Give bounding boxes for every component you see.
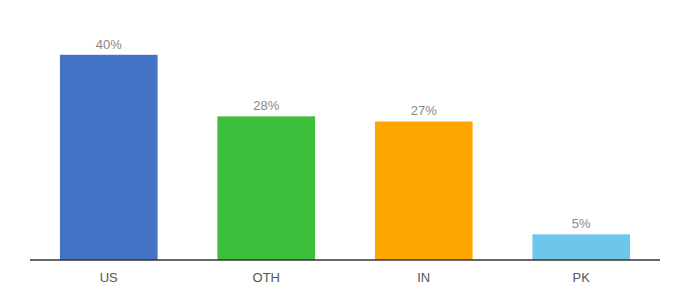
- data-label: 40%: [96, 37, 122, 52]
- data-label: 28%: [253, 98, 279, 113]
- x-tick-label: IN: [417, 270, 430, 285]
- data-label: 5%: [572, 216, 591, 231]
- x-axis-line: [30, 259, 660, 261]
- chart-container: 40% 28% 27% 5% US OTH IN PK: [0, 0, 680, 300]
- bar: [217, 116, 315, 260]
- x-axis: US OTH IN PK: [30, 260, 660, 285]
- x-tick-label: US: [100, 270, 118, 285]
- bars: [60, 55, 630, 260]
- bar: [375, 121, 473, 260]
- x-tick-label: PK: [573, 270, 591, 285]
- chart: 40% 28% 27% 5% US OTH IN PK: [0, 0, 680, 300]
- bar: [60, 55, 158, 260]
- x-tick-label: OTH: [253, 270, 280, 285]
- data-label: 27%: [411, 103, 437, 118]
- bar: [532, 234, 630, 260]
- data-labels: 40% 28% 27% 5%: [96, 37, 591, 232]
